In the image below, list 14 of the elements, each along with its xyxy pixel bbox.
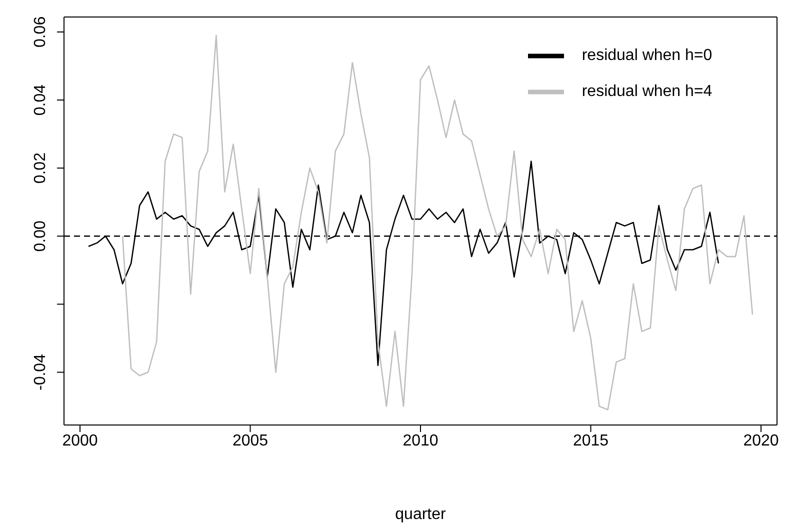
x-tick-label: 2015 [572, 432, 609, 450]
x-tick-label: 2010 [402, 432, 438, 450]
x-axis-title: quarter [395, 506, 447, 523]
line-series [122, 34, 754, 410]
y-tick-label: 0.02 [32, 152, 49, 184]
y-tick-label: 0.06 [32, 16, 49, 48]
x-tick-label: 2020 [743, 432, 779, 450]
x-tick-label: 2005 [232, 432, 268, 450]
x-tick-label: 2000 [62, 432, 98, 450]
y-tick-label: 0.00 [32, 220, 49, 252]
y-tick-label: 0.04 [32, 84, 49, 116]
legend-label: residual when h=4 [582, 83, 712, 100]
legend-label: residual when h=0 [582, 47, 712, 64]
y-tick-label: -0.04 [32, 354, 49, 390]
